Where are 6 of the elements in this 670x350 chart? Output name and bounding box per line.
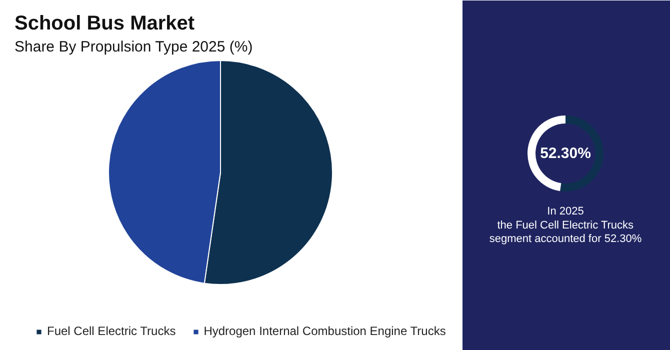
text: 52.30%: [540, 145, 591, 162]
legend-label: Fuel Cell Electric Trucks: [47, 324, 176, 338]
chart-title: School Bus Market: [14, 12, 195, 34]
legend-label: Hydrogen Internal Combustion Engine Trucks: [204, 324, 446, 338]
text: In 2025 the Fuel Cell Electric Trucks segment accounted for 52.30%: [489, 206, 642, 246]
chart-subtitle: Share By Propulsion Type 2025 (%): [14, 38, 253, 56]
